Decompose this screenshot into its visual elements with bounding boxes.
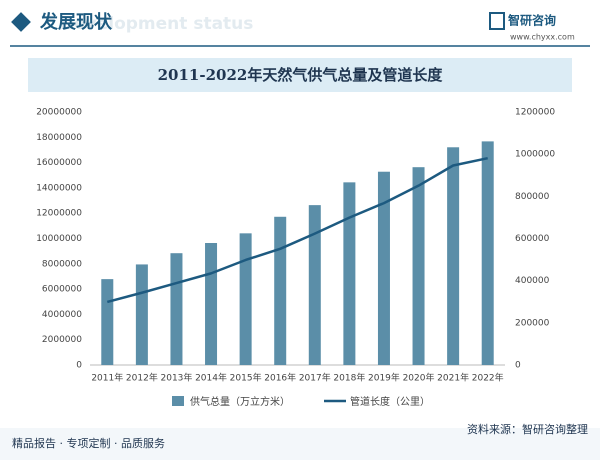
title-band [28,58,572,92]
bar [239,233,252,365]
y2-tick-label: 400000 [515,276,550,286]
legend-label: 管道长度（公里） [350,395,430,408]
x-tick-label: 2014年 [195,372,227,384]
bar [170,253,183,365]
y2-tick-label: 0 [515,361,521,371]
brand-logo [489,12,505,30]
y-tick-label: 4000000 [42,310,82,320]
x-tick-label: 2019年 [368,372,400,384]
y2-tick-label: 1000000 [515,150,555,160]
x-tick-label: 2018年 [333,372,365,384]
bar [135,264,148,365]
plot: 0200000040000006000000800000010000000120… [36,108,555,409]
x-tick-label: 2015年 [230,372,262,384]
y-tick-label: 0 [76,361,82,371]
x-tick-label: 2012年 [126,372,158,384]
x-tick-label: 2017年 [299,372,331,384]
brand-name: 智研咨询 [507,13,556,28]
y-tick-label: 12000000 [36,209,82,219]
y-tick-label: 14000000 [36,183,82,193]
bar [308,205,321,365]
y-tick-label: 8000000 [42,259,82,269]
footer-band [0,428,600,460]
chart-title: 2011-2022年天然气供气总量及管道长度 [158,66,444,84]
x-tick-label: 2013年 [161,372,193,384]
x-tick-label: 2016年 [264,372,296,384]
y2-tick-label: 600000 [515,234,550,244]
y-tick-label: 10000000 [36,234,82,244]
x-tick-label: 2020年 [403,372,435,384]
y-tick-label: 2000000 [42,335,82,345]
bar [205,243,218,365]
footer-source: 资料来源：智研咨询整理 [467,422,588,436]
footer-slogan: 精品报告 · 专项定制 · 品质服务 [12,436,165,450]
bar [447,147,460,365]
bar [343,182,356,365]
header-icon [11,12,31,32]
header-title: 发展现状 [39,11,113,33]
y-tick-label: 16000000 [36,158,82,168]
bar [101,279,114,365]
brand-website: www.chyxx.com [510,33,575,42]
legend-label: 供气总量（万立方米） [190,395,290,408]
x-tick-label: 2021年 [437,372,469,384]
legend-swatch [172,396,184,406]
header-subtitle: Development status [60,14,253,34]
y2-tick-label: 1200000 [515,108,555,118]
y2-tick-label: 800000 [515,192,550,202]
y2-tick-label: 200000 [515,318,550,328]
bar [274,216,287,365]
bar [377,171,390,365]
line [106,156,488,304]
bar [412,167,425,365]
x-tick-label: 2011年 [91,372,123,384]
y-tick-label: 6000000 [42,285,82,295]
y-tick-label: 18000000 [36,133,82,143]
y-tick-label: 20000000 [36,108,82,118]
x-tick-label: 2022年 [472,372,504,384]
bar [481,141,494,365]
